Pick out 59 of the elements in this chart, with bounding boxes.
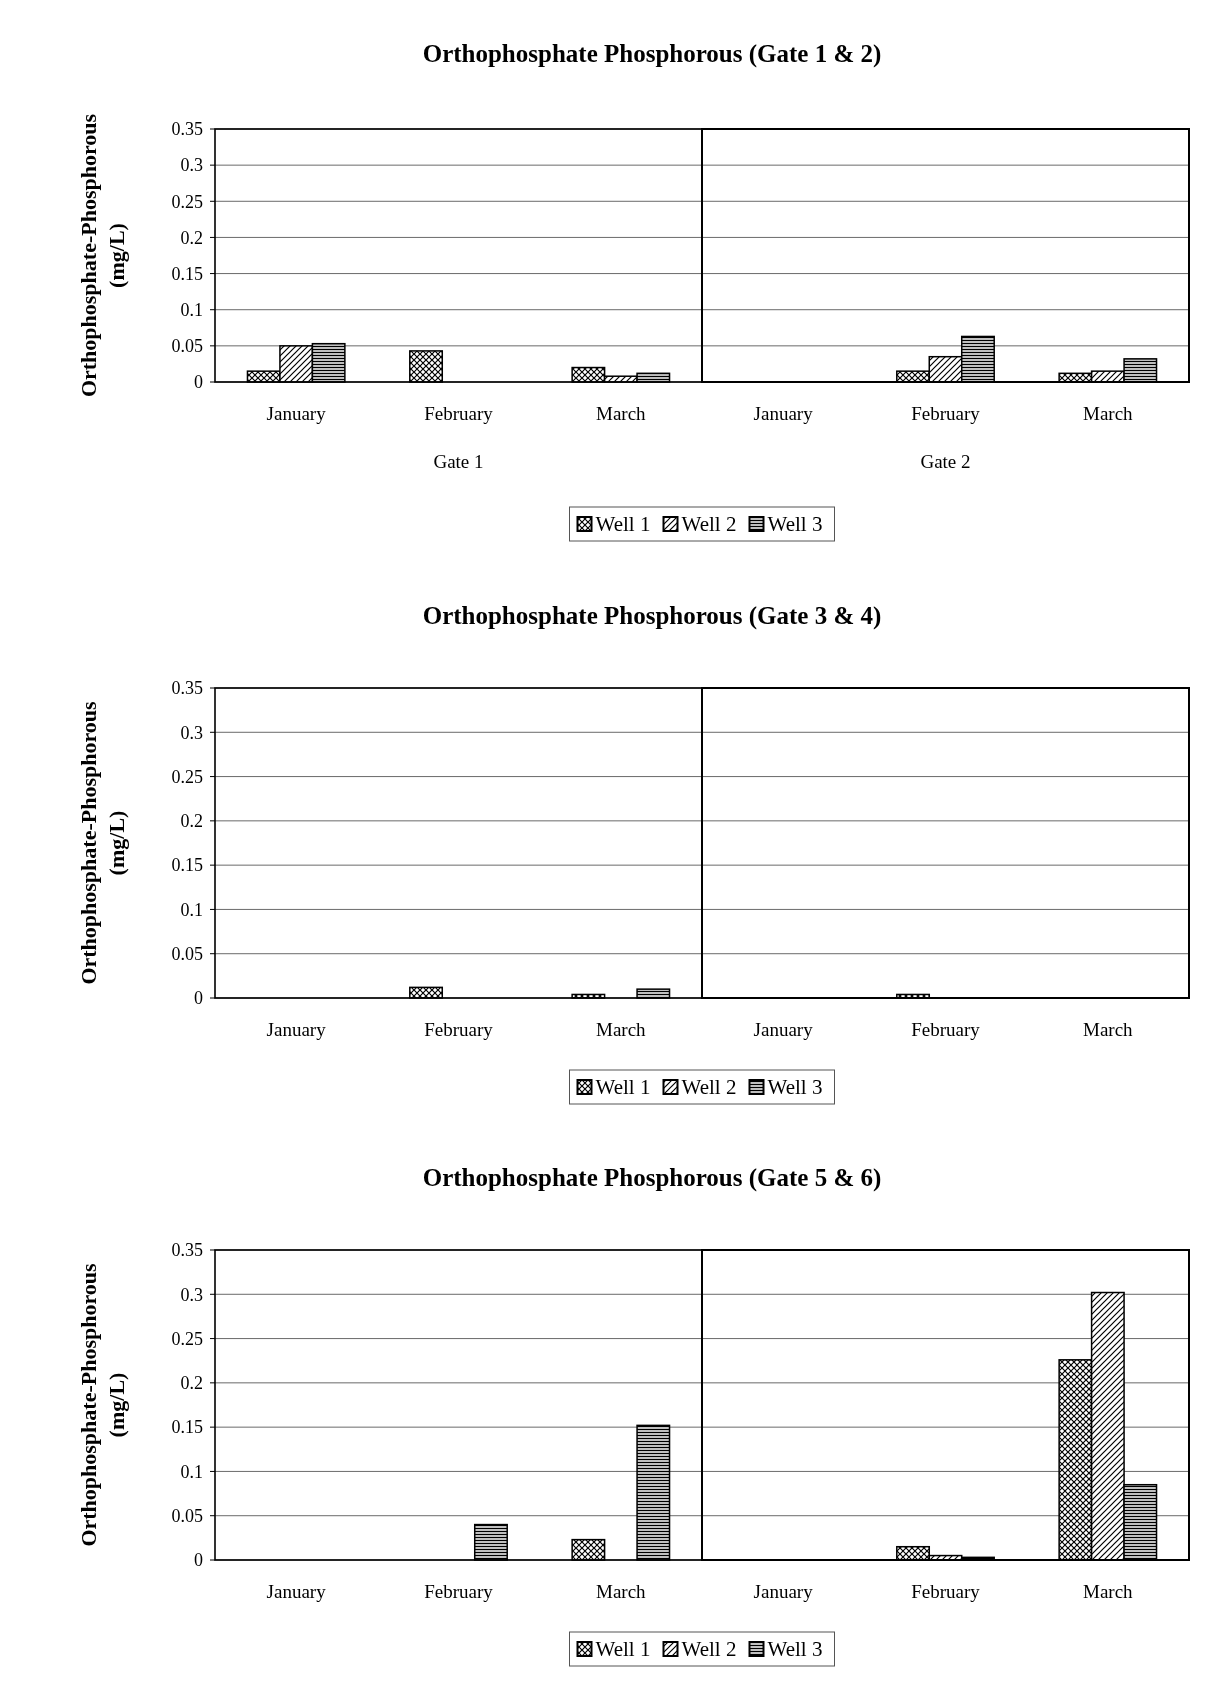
y-tick-label: 0.15 (171, 263, 203, 284)
y-tick-label: 0.35 (171, 1240, 203, 1261)
y-tick-label: 0.25 (171, 191, 203, 212)
x-tick-label: March (1083, 403, 1134, 424)
x-tick-label: January (266, 403, 327, 424)
y-tick-label: 0.35 (171, 678, 203, 699)
y-tick-label: 0.1 (180, 300, 203, 321)
chart-title: Orthophosphate Phosphorous (Gate 3 & 4) (422, 602, 882, 630)
x-axis-title: Gate 1 (433, 451, 484, 472)
legend-label: Well 2 (681, 512, 737, 536)
x-tick-label: January (266, 1019, 327, 1040)
x-tick-label: March (596, 1019, 647, 1040)
y-tick-label: 0 (194, 988, 203, 1009)
y-tick-label: 0.3 (180, 722, 203, 743)
y-tick-label: 0.35 (171, 119, 203, 140)
chart-title: Orthophosphate Phosphorous (Gate 5 & 6) (422, 1164, 882, 1192)
y-tick-label: 0.3 (180, 155, 203, 176)
x-tick-label: February (424, 1019, 494, 1040)
x-tick-label: February (911, 403, 981, 424)
y-tick-label: 0.05 (171, 1506, 203, 1527)
legend-label: Well 3 (767, 1075, 823, 1099)
y-axis-title: Orthophosphate-Phosphorous (mg/L) (76, 113, 129, 398)
x-tick-label: February (911, 1581, 981, 1602)
y-axis-title: Orthophosphate-Phosphorous (mg/L) (76, 1262, 129, 1547)
y-tick-label: 0.3 (180, 1284, 203, 1305)
y-tick-label: 0.05 (171, 944, 203, 965)
legend-label: Well 1 (595, 1075, 651, 1099)
y-tick-label: 0.2 (180, 1373, 203, 1394)
y-tick-label: 0.2 (180, 227, 203, 248)
y-tick-label: 0.05 (171, 336, 203, 357)
legend-label: Well 3 (767, 1637, 823, 1661)
x-tick-label: January (753, 1019, 814, 1040)
y-tick-label: 0.15 (171, 855, 203, 876)
legend-label: Well 2 (681, 1075, 737, 1099)
x-tick-label: March (1083, 1019, 1134, 1040)
x-tick-label: March (1083, 1581, 1134, 1602)
legend-label: Well 1 (595, 512, 651, 536)
y-tick-label: 0.1 (180, 899, 203, 920)
legend-label: Well 2 (681, 1637, 737, 1661)
x-tick-label: February (911, 1019, 981, 1040)
chart-title: Orthophosphate Phosphorous (Gate 1 & 2) (422, 40, 882, 68)
x-tick-label: January (753, 1581, 814, 1602)
x-axis-title: Gate 2 (920, 451, 971, 472)
x-tick-label: January (266, 1581, 327, 1602)
legend-label: Well 1 (595, 1637, 651, 1661)
x-tick-label: January (753, 403, 814, 424)
y-tick-label: 0.2 (180, 811, 203, 832)
x-tick-label: March (596, 1581, 647, 1602)
legend-label: Well 3 (767, 512, 823, 536)
x-tick-label: February (424, 1581, 494, 1602)
y-tick-label: 0 (194, 1550, 203, 1571)
y-tick-label: 0.25 (171, 766, 203, 787)
y-axis-title: Orthophosphate-Phosphorous (mg/L) (76, 700, 129, 985)
x-tick-label: February (424, 403, 494, 424)
y-tick-label: 0.1 (180, 1461, 203, 1482)
y-tick-label: 0.25 (171, 1328, 203, 1349)
x-tick-label: March (596, 403, 647, 424)
y-tick-label: 0 (194, 372, 203, 393)
y-tick-label: 0.15 (171, 1417, 203, 1438)
